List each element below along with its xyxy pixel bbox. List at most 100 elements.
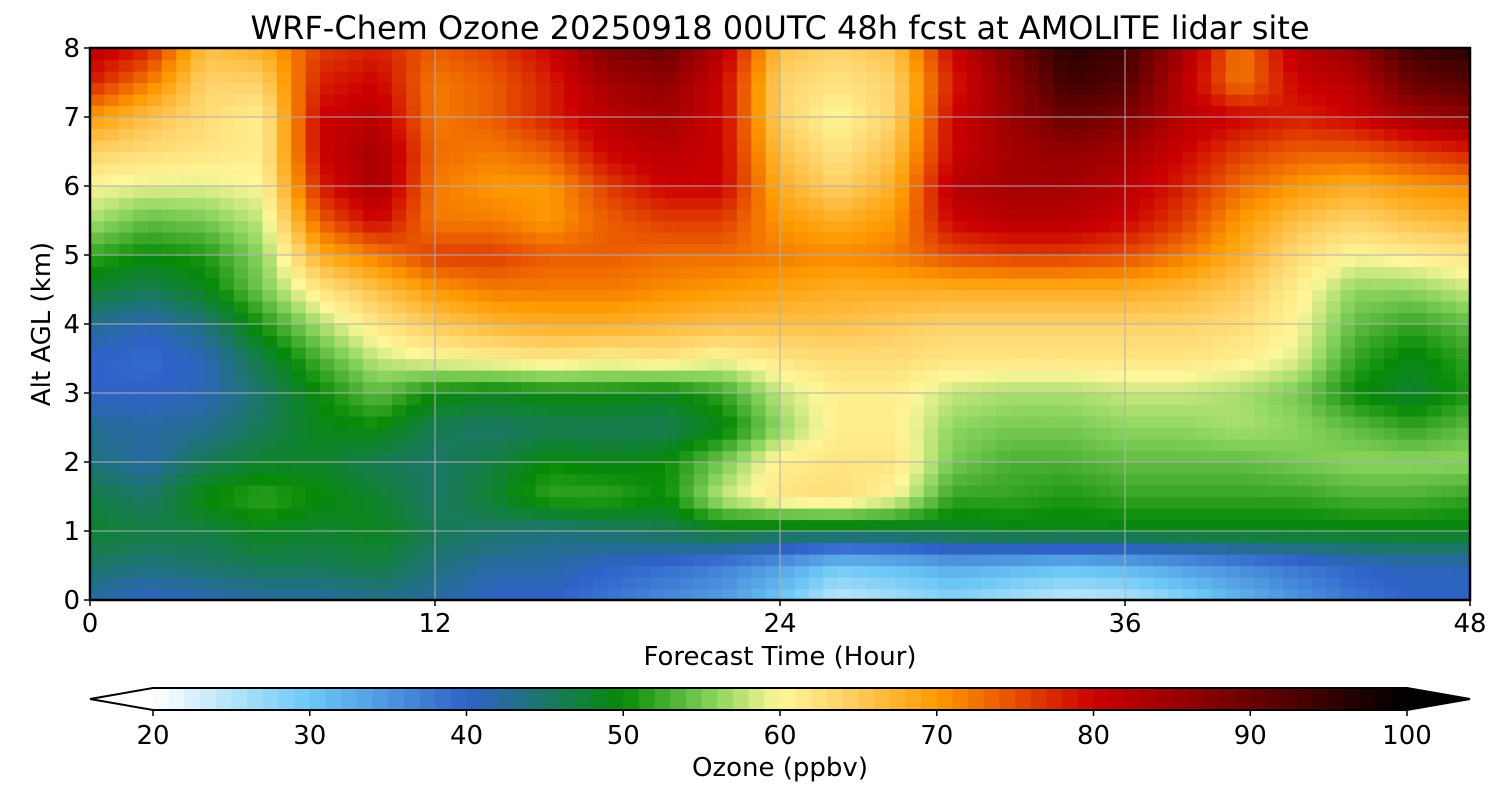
heatmap-cell <box>851 485 867 498</box>
heatmap-cell <box>923 105 939 118</box>
heatmap-cell <box>435 59 450 72</box>
heatmap-cell <box>1369 289 1385 302</box>
heatmap-cell <box>506 485 522 498</box>
colorbar-swatch <box>1281 688 1298 710</box>
heatmap-cell <box>837 531 853 544</box>
heatmap-cell <box>1196 519 1212 532</box>
heatmap-cell <box>1196 531 1212 544</box>
heatmap-cell <box>837 427 853 440</box>
heatmap-cell <box>492 243 508 256</box>
colorbar-swatch <box>576 688 593 710</box>
heatmap-cell <box>578 542 594 555</box>
heatmap-cell <box>1053 577 1069 590</box>
heatmap-cell <box>1311 485 1327 498</box>
heatmap-cell <box>1010 404 1025 417</box>
heatmap-cell <box>348 324 364 337</box>
heatmap-cell <box>765 531 781 544</box>
heatmap-cell <box>406 519 422 532</box>
heatmap-cell <box>176 105 192 118</box>
heatmap-cell <box>133 301 149 314</box>
heatmap-cell <box>794 416 810 429</box>
heatmap-cell <box>377 485 393 498</box>
heatmap-cell <box>1168 278 1184 291</box>
heatmap-cell <box>808 565 824 578</box>
heatmap-cell <box>334 163 350 176</box>
heatmap-cell <box>1010 393 1025 406</box>
heatmap-cell <box>780 393 795 406</box>
heatmap-cell <box>1096 266 1112 279</box>
heatmap-cell <box>722 462 738 475</box>
heatmap-cell <box>1096 554 1112 567</box>
heatmap-cell <box>636 462 652 475</box>
heatmap-cell <box>190 427 206 440</box>
heatmap-cell <box>780 496 795 509</box>
heatmap-cell <box>1010 82 1025 95</box>
heatmap-cell <box>909 531 925 544</box>
heatmap-cell <box>147 94 163 107</box>
heatmap-cell <box>1211 416 1227 429</box>
heatmap-cell <box>578 554 594 567</box>
heatmap-cell <box>708 197 724 210</box>
heatmap-cell <box>1340 220 1356 233</box>
heatmap-cell <box>1412 117 1428 130</box>
heatmap-cell <box>923 439 939 452</box>
heatmap-cell <box>1153 278 1169 291</box>
heatmap-cell <box>276 82 292 95</box>
heatmap-cell <box>1268 508 1284 521</box>
heatmap-cell <box>1412 105 1428 118</box>
heatmap-cell <box>219 278 235 291</box>
heatmap-cell <box>420 370 436 383</box>
heatmap-cell <box>952 427 968 440</box>
heatmap-cell <box>276 588 292 600</box>
colorbar-swatch <box>1124 688 1142 710</box>
heatmap-cell <box>1240 105 1255 118</box>
heatmap-cell <box>478 243 494 256</box>
heatmap-cell <box>406 393 422 406</box>
heatmap-cell <box>1340 243 1356 256</box>
heatmap-cell <box>722 370 738 383</box>
heatmap-cell <box>161 577 177 590</box>
heatmap-cell <box>780 577 795 590</box>
heatmap-cell <box>291 174 307 187</box>
heatmap-cell <box>420 462 436 475</box>
heatmap-cell <box>334 577 350 590</box>
heatmap-cell <box>1182 370 1198 383</box>
heatmap-cell <box>636 82 652 95</box>
heatmap-cell <box>851 163 867 176</box>
heatmap-cell <box>1240 163 1255 176</box>
heatmap-cell <box>1340 439 1356 452</box>
heatmap-cell <box>895 117 910 130</box>
heatmap-cell <box>1125 163 1140 176</box>
heatmap-cell <box>1067 59 1083 72</box>
heatmap-cell <box>1096 450 1112 463</box>
heatmap-cell <box>1283 335 1299 348</box>
heatmap-cell <box>1326 140 1342 153</box>
colorbar-swatch <box>921 688 938 710</box>
heatmap-cell <box>1297 347 1313 360</box>
heatmap-cell <box>262 358 278 371</box>
heatmap-cell <box>751 151 767 164</box>
heatmap-cell <box>722 266 738 279</box>
heatmap-cell <box>478 370 494 383</box>
heatmap-cell <box>621 220 637 233</box>
heatmap-cell <box>1369 197 1385 210</box>
heatmap-cell <box>1024 565 1040 578</box>
heatmap-cell <box>190 105 206 118</box>
heatmap-cell <box>1283 577 1299 590</box>
heatmap-cell <box>1153 588 1169 600</box>
heatmap-cell <box>765 496 781 509</box>
heatmap-cell <box>1369 531 1385 544</box>
heatmap-cell <box>1326 94 1342 107</box>
heatmap-cell <box>1110 243 1126 256</box>
heatmap-cell <box>1081 289 1097 302</box>
heatmap-cell <box>305 439 321 452</box>
heatmap-cell <box>837 255 853 268</box>
heatmap-cell <box>391 71 407 84</box>
heatmap-cell <box>305 48 321 61</box>
heatmap-cell <box>1398 508 1414 521</box>
heatmap-cell <box>1168 232 1184 245</box>
heatmap-cell <box>1067 554 1083 567</box>
heatmap-cell <box>1153 140 1169 153</box>
heatmap-cell <box>449 588 465 600</box>
heatmap-cell <box>391 462 407 475</box>
